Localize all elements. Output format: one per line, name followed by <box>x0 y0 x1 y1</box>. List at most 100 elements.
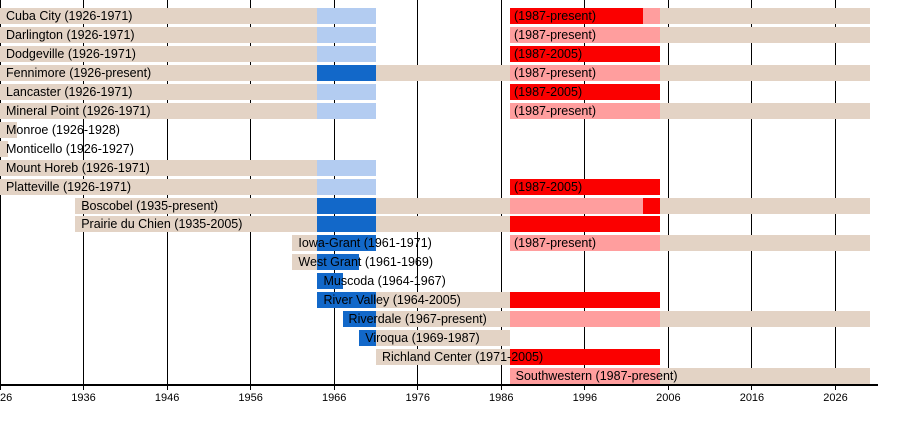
timeline-bar-tan <box>375 216 510 233</box>
timeline-bar-red <box>509 292 661 309</box>
timeline-bar-tan <box>660 197 870 214</box>
row-label: River Valley (1964-2005) <box>323 293 461 308</box>
row-label: Monroe (1926-1928) <box>6 122 120 137</box>
timeline-bar-red <box>509 83 661 100</box>
right-date-label: (1987-2005) <box>514 179 583 194</box>
row-label: Monticello (1926-1927) <box>6 141 134 156</box>
row-label: West Grant (1961-1969) <box>298 255 433 270</box>
timeline-bar-tan <box>660 64 870 81</box>
timeline-bar-tan <box>0 64 318 81</box>
timeline-bar-light_blue <box>317 45 376 62</box>
axis-tick-2016 <box>751 385 753 390</box>
timeline-bar-tan <box>660 102 870 119</box>
timeline-bar-dark_blue <box>342 311 376 328</box>
axis-tick-label: 26 <box>0 392 13 404</box>
right-date-label: (1987-present) <box>514 103 596 118</box>
timeline-bar-dark_blue <box>317 197 376 214</box>
row-label: Prairie du Chien (1935-2005) <box>81 217 243 232</box>
timeline-bar-tan <box>660 235 870 252</box>
row-label: Richland Center (1971-2005) <box>381 350 544 365</box>
row-label: Muscoda (1964-1967) <box>323 274 446 289</box>
timeline-bar-tan <box>75 216 318 233</box>
timeline-bar-tan <box>0 159 318 176</box>
timeline-bar-tan <box>0 140 9 157</box>
axis-tick-label: 2026 <box>823 392 848 404</box>
row-label: Cuba City (1926-1971) <box>6 9 133 23</box>
axis-tick-2026 <box>835 385 836 390</box>
timeline-bar-red <box>509 8 644 24</box>
right-date-label: (1987-present) <box>514 9 596 23</box>
timeline-bar-tan <box>292 235 318 252</box>
gridline-2016 <box>751 0 753 384</box>
timeline-bar-red <box>509 216 661 233</box>
timeline-bar-light_blue <box>317 159 376 176</box>
row-label: Fennimore (1926-present) <box>6 65 152 80</box>
timeline-bar-light_blue <box>317 26 376 43</box>
right-date-label: (1987-2005) <box>514 84 583 99</box>
timeline-bar-dark_blue <box>317 235 376 252</box>
row-label: Southwestern (1987-present) <box>515 369 678 384</box>
right-date-label: (1987-2005) <box>514 46 583 61</box>
axis-tick-1966 <box>333 385 335 390</box>
timeline-bar-tan <box>0 45 318 62</box>
row-label: Mineral Point (1926-1971) <box>6 103 151 118</box>
axis-tick-label: 1946 <box>154 392 180 404</box>
timeline-bar-pink <box>643 8 661 24</box>
axis-tick-label: 1976 <box>405 392 430 404</box>
axis-tick-label: 2006 <box>656 392 681 404</box>
axis-tick-2006 <box>667 385 669 390</box>
timeline-bar-pink <box>509 235 661 252</box>
timeline-bar-red <box>509 349 661 366</box>
timeline-bar-tan <box>375 349 510 366</box>
right-date-label: (1987-present) <box>514 27 596 42</box>
timeline-bar-red <box>643 197 661 214</box>
timeline-bar-pink <box>509 26 661 43</box>
axis-tick-label: 2016 <box>739 392 765 404</box>
timeline-bar-tan <box>375 64 510 81</box>
timeline-bar-tan <box>660 311 870 328</box>
axis-tick-1976 <box>417 385 419 390</box>
timeline-bar-dark_blue <box>317 273 343 290</box>
row-label: Darlington (1926-1971) <box>6 27 135 42</box>
timeline-bar-tan <box>375 197 510 214</box>
axis-tick-label: 1986 <box>489 392 514 404</box>
timeline-bar-tan <box>0 26 318 43</box>
row-label: Iowa-Grant (1961-1971) <box>298 236 432 251</box>
axis-tick-label: 1966 <box>321 392 347 404</box>
timeline-bar-tan <box>75 197 318 214</box>
row-label: Mount Horeb (1926-1971) <box>6 160 150 175</box>
axis-tick-1996 <box>584 385 586 390</box>
timeline-bar-light_blue <box>317 102 376 119</box>
timeline-bar-pink <box>509 102 661 119</box>
timeline-bar-tan <box>0 178 318 195</box>
timeline-bar-tan <box>660 8 870 24</box>
timeline-bar-pink <box>509 311 661 328</box>
gridline-1986 <box>500 0 502 384</box>
timeline-bar-dark_blue <box>317 216 376 233</box>
right-date-label: (1987-present) <box>514 236 596 251</box>
timeline-bar-dark_blue <box>317 254 360 271</box>
row-label: Riverdale (1967-present) <box>348 312 487 327</box>
row-label: Lancaster (1926-1971) <box>6 84 133 99</box>
axis-tick-label: 1956 <box>238 392 263 404</box>
timeline-bar-tan <box>660 368 870 385</box>
timeline-bar-light_blue <box>317 178 376 195</box>
right-date-label: (1987-present) <box>514 65 596 80</box>
timeline-bar-tan <box>660 26 870 43</box>
timeline-bar-tan <box>375 311 510 328</box>
timeline-bar-tan <box>375 292 510 309</box>
timeline-bar-light_blue <box>317 83 376 100</box>
x-axis-line <box>0 384 878 386</box>
timeline-bar-tan <box>0 8 318 24</box>
axis-tick-1956 <box>250 385 252 390</box>
axis-tick-label: 1936 <box>71 392 96 404</box>
timeline-bar-pink <box>509 368 661 385</box>
timeline-bar-dark_blue <box>317 64 376 81</box>
timeline-bar-light_blue <box>317 8 376 24</box>
gridline-1976 <box>417 0 419 384</box>
timeline-bar-tan <box>375 330 510 347</box>
timeline-bar-tan <box>0 102 318 119</box>
timeline-bar-dark_blue <box>317 292 376 309</box>
gridline-2026 <box>835 0 836 384</box>
